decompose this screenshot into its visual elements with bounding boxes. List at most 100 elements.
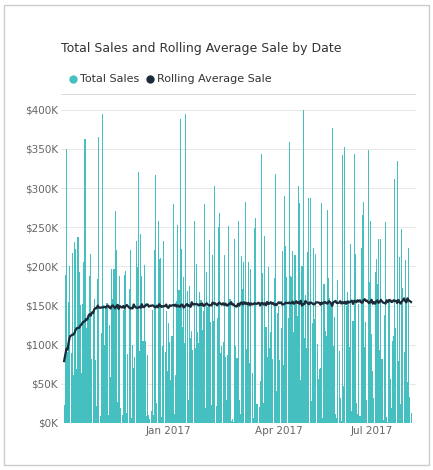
- Bar: [149, 420, 151, 423]
- Bar: [248, 262, 249, 423]
- Bar: [315, 254, 317, 423]
- Bar: [139, 352, 140, 423]
- Bar: [333, 346, 334, 423]
- Bar: [298, 186, 299, 423]
- Bar: [256, 404, 257, 423]
- Bar: [224, 255, 225, 423]
- Bar: [160, 258, 161, 423]
- Bar: [98, 137, 100, 423]
- Bar: [253, 418, 254, 423]
- Bar: [226, 400, 227, 423]
- Bar: [347, 292, 348, 423]
- Bar: [154, 250, 155, 423]
- Bar: [276, 392, 277, 423]
- Bar: [344, 147, 346, 423]
- Bar: [263, 403, 264, 423]
- Bar: [313, 248, 314, 423]
- Bar: [73, 375, 74, 423]
- Bar: [217, 318, 218, 423]
- Bar: [227, 355, 228, 423]
- Bar: [156, 403, 158, 423]
- Bar: [166, 311, 167, 423]
- Bar: [211, 405, 212, 423]
- Bar: [112, 299, 113, 423]
- Bar: [95, 360, 96, 423]
- Bar: [271, 302, 272, 423]
- Bar: [76, 369, 78, 423]
- Bar: [176, 301, 177, 423]
- Bar: [184, 343, 185, 423]
- Bar: [155, 175, 156, 423]
- Bar: [398, 361, 399, 423]
- Bar: [249, 363, 250, 423]
- Bar: [207, 306, 209, 423]
- Bar: [342, 155, 343, 423]
- Bar: [390, 379, 391, 423]
- Bar: [328, 278, 329, 423]
- Bar: [133, 368, 134, 423]
- Bar: [247, 303, 248, 423]
- Bar: [341, 421, 342, 423]
- Bar: [221, 346, 223, 423]
- Bar: [218, 227, 219, 423]
- Bar: [325, 331, 326, 423]
- Bar: [66, 149, 67, 423]
- Bar: [391, 407, 392, 423]
- Bar: [306, 348, 307, 423]
- Bar: [233, 422, 234, 423]
- Bar: [232, 419, 233, 423]
- Bar: [245, 202, 246, 423]
- Bar: [361, 248, 362, 423]
- Bar: [296, 304, 297, 423]
- Bar: [348, 300, 349, 423]
- Bar: [370, 221, 371, 423]
- Bar: [299, 203, 300, 423]
- Bar: [377, 283, 378, 423]
- Bar: [388, 300, 390, 423]
- Bar: [394, 179, 395, 423]
- Bar: [79, 272, 80, 423]
- Bar: [140, 234, 141, 423]
- Bar: [386, 416, 387, 423]
- Bar: [250, 269, 252, 423]
- Bar: [185, 114, 187, 423]
- Bar: [293, 332, 294, 423]
- Bar: [373, 398, 375, 423]
- Bar: [177, 225, 178, 423]
- Bar: [379, 350, 380, 423]
- Bar: [340, 398, 341, 423]
- Bar: [87, 319, 88, 423]
- Bar: [401, 228, 402, 423]
- Bar: [86, 328, 87, 423]
- Bar: [214, 186, 216, 423]
- Bar: [314, 319, 315, 423]
- Bar: [132, 345, 133, 423]
- Bar: [105, 306, 107, 423]
- Bar: [88, 317, 89, 423]
- Bar: [240, 414, 241, 423]
- Bar: [64, 405, 65, 423]
- Bar: [212, 255, 213, 423]
- Bar: [83, 262, 84, 423]
- Bar: [125, 271, 126, 423]
- Bar: [190, 338, 191, 423]
- Bar: [94, 299, 95, 423]
- Bar: [357, 414, 358, 423]
- Bar: [145, 341, 146, 423]
- Bar: [243, 262, 245, 423]
- Bar: [364, 346, 365, 423]
- Bar: [300, 380, 301, 423]
- Bar: [383, 421, 384, 423]
- Bar: [210, 322, 211, 423]
- Bar: [130, 250, 131, 423]
- Bar: [75, 249, 76, 423]
- Bar: [84, 140, 86, 423]
- Bar: [183, 277, 184, 423]
- Bar: [264, 235, 265, 423]
- Bar: [171, 336, 172, 423]
- Bar: [178, 290, 180, 423]
- Bar: [191, 331, 192, 423]
- Bar: [371, 334, 372, 423]
- Bar: [174, 415, 175, 423]
- Bar: [236, 358, 238, 423]
